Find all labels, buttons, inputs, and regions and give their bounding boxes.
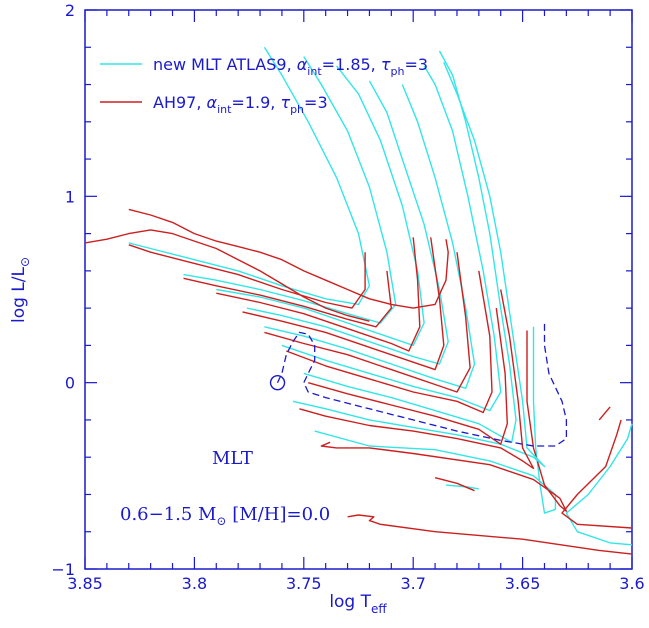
track-red-23 <box>128 244 366 309</box>
track-red-21 <box>183 270 392 328</box>
series-layer <box>84 46 633 555</box>
track-cyan-0 <box>565 423 633 546</box>
track-cyan-8 <box>292 61 546 468</box>
plot-frame <box>84 9 633 570</box>
track-red-19 <box>216 237 421 352</box>
y-tick-label: −1 <box>51 560 75 579</box>
y-tick-label: 2 <box>65 1 75 20</box>
track-cyan-20 <box>183 56 397 324</box>
x-tick-label: 3.7 <box>400 574 425 593</box>
track-cyan-10 <box>303 50 517 443</box>
x-tick-label: 3.6 <box>619 574 644 593</box>
legend-entry-2: AH97, αint=1.9, τph=3 <box>153 93 328 116</box>
x-tick-label: 3.85 <box>67 574 103 593</box>
track-cyan-14 <box>264 84 476 389</box>
track-dashed-26 <box>276 323 568 447</box>
track-red-25 <box>128 208 449 309</box>
sun-marker <box>269 374 286 391</box>
y-axis-title: log L/L⊙ <box>9 257 32 323</box>
track-red-11 <box>308 308 508 445</box>
legend-entry-1: new MLT ATLAS9, αint=1.85, τph=3 <box>153 55 428 78</box>
track-cyan-12 <box>281 65 502 412</box>
track-cyan-6 <box>445 484 479 490</box>
track-cyan-4 <box>314 326 557 514</box>
track-cyan-22 <box>128 46 371 306</box>
x-axis-title: log Teff <box>329 592 387 616</box>
y-tick-label: 1 <box>65 187 75 206</box>
x-tick-label: 3.75 <box>286 574 322 593</box>
track-red-13 <box>286 270 493 414</box>
track-red-7 <box>434 477 475 492</box>
track-red-5 <box>320 330 568 512</box>
mlt-annotation: MLT <box>212 448 253 469</box>
y-tick-label: 0 <box>65 374 75 393</box>
track-red-15 <box>264 252 471 393</box>
legend: new MLT ATLAS9, αint=1.85, τph=3 AH97, α… <box>100 55 428 116</box>
track-red-17 <box>242 237 445 371</box>
track-red-1 <box>347 514 633 555</box>
track-red-3 <box>598 406 611 421</box>
x-tick-label: 3.8 <box>182 574 207 593</box>
ticks-layer: 3.85 3.8 3.75 3.7 3.65 3.6 −1 0 1 2 <box>51 1 644 593</box>
track-red-2 <box>561 419 633 529</box>
x-tick-label: 3.65 <box>505 574 541 593</box>
track-red-24 <box>84 229 370 322</box>
track-cyan-16 <box>246 80 449 365</box>
track-red-9 <box>299 289 535 470</box>
mass-range-annotation: 0.6−1.5 M⊙ [M/H]=0.0 <box>120 504 330 528</box>
track-cyan-18 <box>216 65 425 347</box>
